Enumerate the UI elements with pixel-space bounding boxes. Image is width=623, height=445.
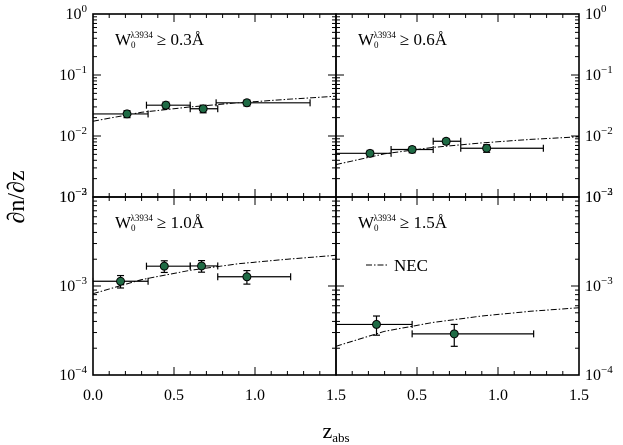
y-axis-title: ∂n/∂z: [4, 170, 30, 223]
y-tick-label: 10−1: [585, 64, 613, 84]
data-point: [482, 143, 492, 153]
x-axis-title: zabs: [322, 418, 349, 445]
y-tick-label: 10−3: [59, 275, 87, 295]
y-tick-label: 10−3: [585, 186, 613, 206]
data-point: [198, 104, 208, 114]
chart-text: W0λ3934 ≥ 0.3Å W0λ3934 ≥ 0.6Å W0λ3934 ≥ 1.0Å W…: [4, 3, 613, 445]
data-point: [372, 319, 381, 329]
legend-label: NEC: [394, 256, 428, 275]
y-tick-label: 100: [66, 3, 88, 23]
data-point: [242, 98, 252, 108]
data-point: [159, 261, 169, 271]
x-tick-label: 0.5: [407, 387, 427, 404]
data-point: [122, 109, 132, 119]
data-point: [197, 261, 207, 271]
data-point: [116, 276, 126, 286]
axis-ticks: [92, 14, 580, 376]
data-point: [441, 136, 451, 146]
chart-marks: [92, 95, 580, 347]
y-tick-label: 10−2: [585, 186, 613, 206]
y-tick-label: 10−1: [59, 64, 87, 84]
data-point: [242, 272, 252, 282]
y-tick-label: 10−4: [59, 364, 87, 384]
x-tick-label: 0.0: [83, 387, 103, 404]
data-point: [365, 148, 375, 158]
nec-model-curve: [335, 307, 580, 347]
nec-model-curve: [92, 254, 337, 295]
panel-label: W0λ3934 ≥ 0.3Å: [115, 30, 205, 50]
x-tick-label: 0.5: [164, 387, 184, 404]
panel-label: W0λ3934 ≥ 1.0Å: [115, 213, 205, 233]
panel-label: W0λ3934 ≥ 0.6Å: [358, 30, 448, 50]
y-tick-label: 10−2: [59, 125, 87, 145]
x-tick-label: 1.5: [569, 387, 589, 404]
y-tick-label: 10−3: [585, 275, 613, 295]
y-tick-label: 10−2: [585, 125, 613, 145]
panel-label: W0λ3934 ≥ 1.5Å: [358, 213, 448, 233]
x-tick-label: 1.5: [326, 387, 346, 404]
nec-model-curve: [92, 95, 337, 122]
y-tick-label: 10−4: [585, 364, 613, 384]
data-point: [161, 100, 171, 110]
data-point: [449, 329, 459, 339]
x-tick-label: 1.0: [245, 387, 265, 404]
y-tick-label: 10−2: [59, 186, 87, 206]
y-tick-label: 100: [585, 3, 607, 23]
data-point: [407, 145, 417, 155]
x-tick-label: 1.0: [488, 387, 508, 404]
nec-model-curve: [335, 136, 580, 166]
y-tick-label: 10−3: [59, 186, 87, 206]
